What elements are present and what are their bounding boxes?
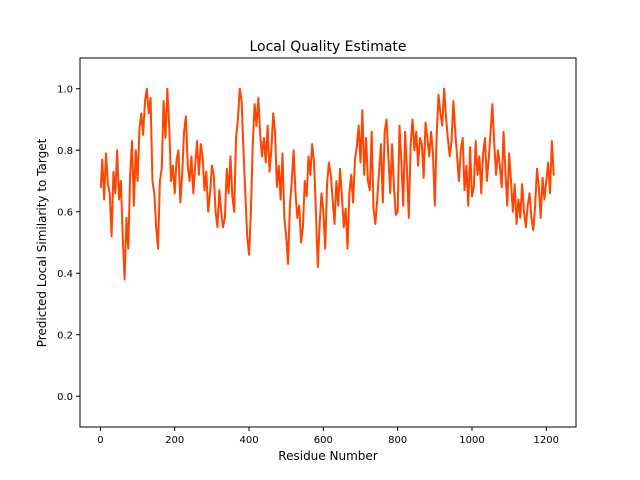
series-line — [99, 87, 555, 281]
y-tick-label: 0.0 — [57, 392, 73, 403]
x-tick-label: 0 — [97, 435, 103, 446]
x-tick-label: 1000 — [459, 435, 484, 446]
y-tick-label: 1.0 — [57, 84, 73, 95]
x-tick-label: 1200 — [534, 435, 559, 446]
y-tick-label: 0.2 — [57, 330, 73, 341]
y-tick-label: 0.6 — [57, 207, 73, 218]
chart-title: Local Quality Estimate — [249, 39, 406, 55]
x-tick-label: 600 — [314, 435, 333, 446]
y-tick-label: 0.4 — [57, 269, 73, 280]
y-tick-label: 0.8 — [57, 146, 73, 157]
x-tick-label: 200 — [165, 435, 184, 446]
x-axis-label: Residue Number — [278, 449, 377, 463]
tick-group: 0 200 400 600 800 1000 1200 0.0 0.2 0.4 0.6 0.8 1.0 — [57, 84, 559, 446]
x-tick-label: 400 — [240, 435, 259, 446]
plot-frame — [79, 57, 577, 428]
x-tick-label: 800 — [388, 435, 407, 446]
y-axis-label: Predicted Local Similarity to Target — [35, 138, 49, 347]
